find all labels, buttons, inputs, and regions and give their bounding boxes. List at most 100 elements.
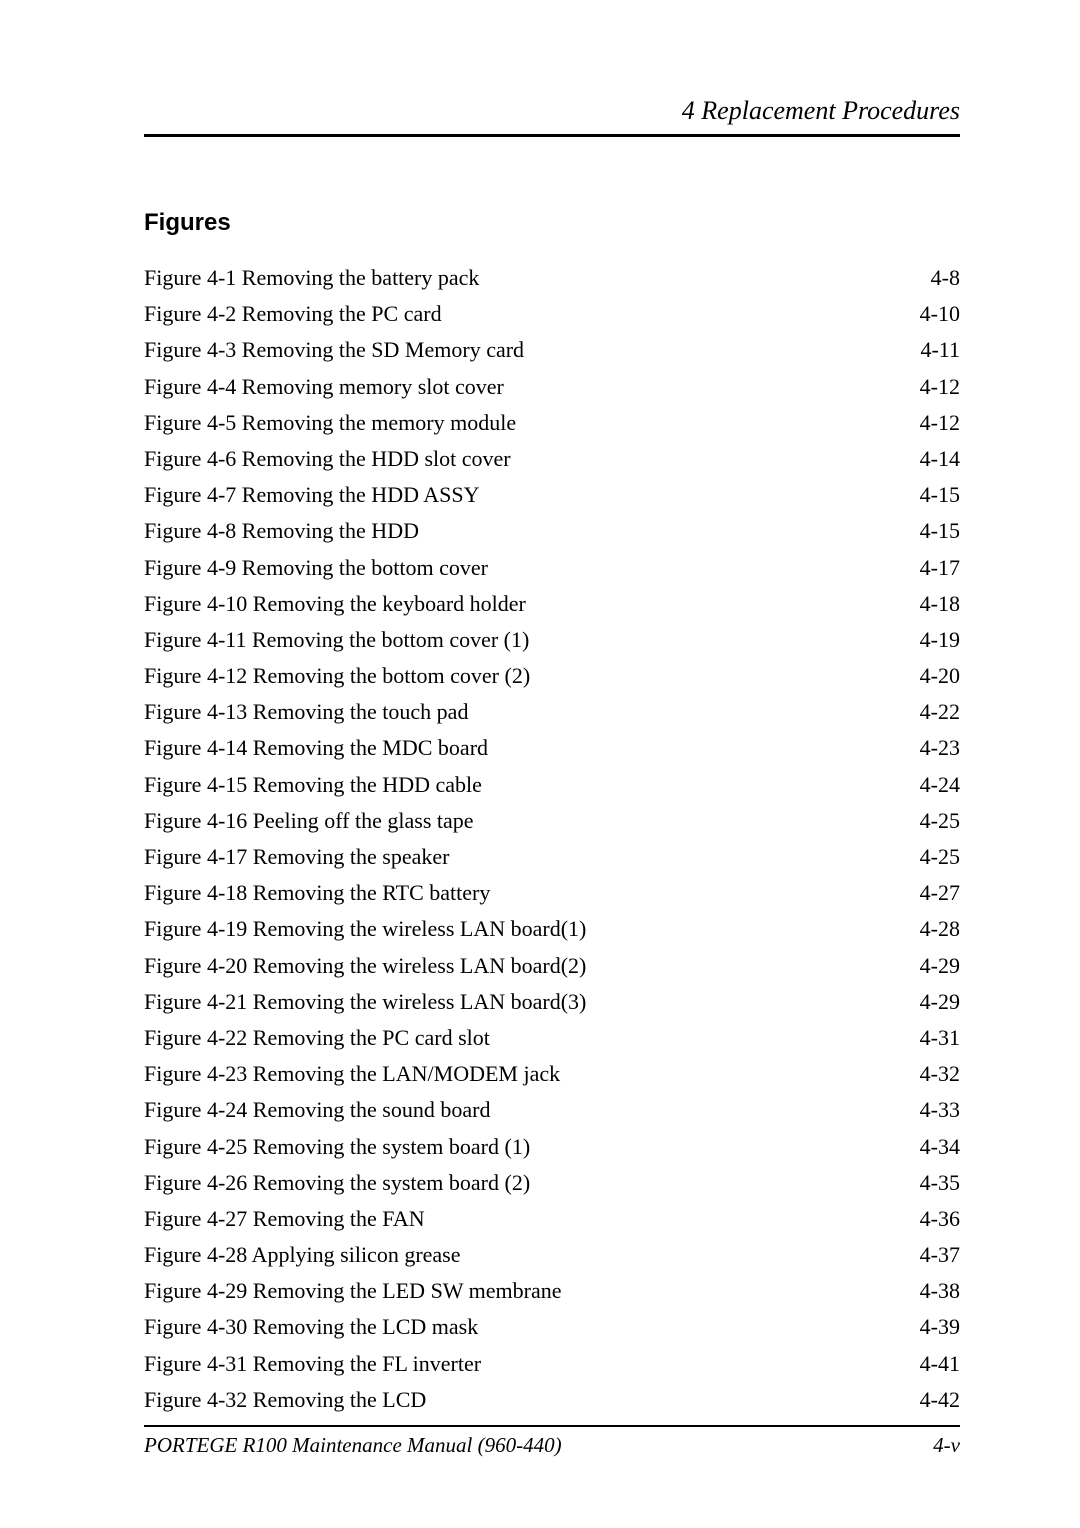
toc-label: Figure 4-32 Removing the LCD [144, 1387, 426, 1413]
toc-page: 4-20 [916, 663, 960, 689]
toc-row: Figure 4-26 Removing the system board (2… [144, 1170, 960, 1196]
toc-row: Figure 4-5 Removing the memory module 4-… [144, 410, 960, 436]
toc-page: 4-35 [916, 1170, 960, 1196]
toc-page: 4-12 [916, 410, 960, 436]
toc-page: 4-14 [916, 446, 960, 472]
toc-label: Figure 4-7 Removing the HDD ASSY [144, 482, 480, 508]
toc-label: Figure 4-21 Removing the wireless LAN bo… [144, 989, 586, 1015]
toc-row: Figure 4-23 Removing the LAN/MODEM jack 4… [144, 1061, 960, 1087]
toc-page: 4-17 [916, 555, 960, 581]
toc-row: Figure 4-9 Removing the bottom cover 4-17 [144, 555, 960, 581]
toc-page: 4-11 [916, 337, 960, 363]
toc-row: Figure 4-30 Removing the LCD mask 4-39 [144, 1314, 960, 1340]
toc-page: 4-37 [916, 1242, 960, 1268]
toc-page: 4-25 [916, 844, 960, 870]
toc-page: 4-29 [916, 953, 960, 979]
toc-label: Figure 4-22 Removing the PC card slot [144, 1025, 490, 1051]
toc-page: 4-38 [916, 1278, 960, 1304]
toc-label: Figure 4-30 Removing the LCD mask [144, 1314, 478, 1340]
toc-page: 4-23 [916, 735, 960, 761]
toc-label: Figure 4-8 Removing the HDD [144, 518, 419, 544]
toc-row: Figure 4-7 Removing the HDD ASSY 4-15 [144, 482, 960, 508]
toc-label: Figure 4-14 Removing the MDC board [144, 735, 488, 761]
toc-row: Figure 4-2 Removing the PC card 4-10 [144, 301, 960, 327]
toc-label: Figure 4-27 Removing the FAN [144, 1206, 425, 1232]
toc-page: 4-34 [916, 1134, 960, 1160]
toc-row: Figure 4-12 Removing the bottom cover (2… [144, 663, 960, 689]
toc-page: 4-41 [916, 1351, 960, 1377]
page: 4 Replacement Procedures Figures Figure … [0, 0, 1080, 1528]
toc-row: Figure 4-18 Removing the RTC battery 4-27 [144, 880, 960, 906]
toc-label: Figure 4-31 Removing the FL inverter [144, 1351, 481, 1377]
toc-row: Figure 4-21 Removing the wireless LAN bo… [144, 989, 960, 1015]
toc-row: Figure 4-15 Removing the HDD cable 4-24 [144, 772, 960, 798]
toc-page: 4-24 [916, 772, 960, 798]
toc-row: Figure 4-1 Removing the battery pack 4-8 [144, 265, 960, 291]
toc-row: Figure 4-20 Removing the wireless LAN bo… [144, 953, 960, 979]
toc-label: Figure 4-2 Removing the PC card [144, 301, 442, 327]
toc-label: Figure 4-24 Removing the sound board [144, 1097, 490, 1123]
page-footer: PORTEGE R100 Maintenance Manual (960-440… [144, 1425, 960, 1458]
toc-page: 4-29 [916, 989, 960, 1015]
toc-page: 4-36 [916, 1206, 960, 1232]
toc-row: Figure 4-10 Removing the keyboard holder… [144, 591, 960, 617]
toc-row: Figure 4-4 Removing memory slot cover 4-… [144, 374, 960, 400]
toc-row: Figure 4-6 Removing the HDD slot cover 4-… [144, 446, 960, 472]
toc-label: Figure 4-11 Removing the bottom cover (1… [144, 627, 529, 653]
toc-row: Figure 4-13 Removing the touch pad 4-22 [144, 699, 960, 725]
toc-row: Figure 4-16 Peeling off the glass tape 4-… [144, 808, 960, 834]
toc-row: Figure 4-8 Removing the HDD 4-15 [144, 518, 960, 544]
toc-row: Figure 4-17 Removing the speaker 4-25 [144, 844, 960, 870]
toc-label: Figure 4-23 Removing the LAN/MODEM jack [144, 1061, 560, 1087]
toc-label: Figure 4-3 Removing the SD Memory card [144, 337, 524, 363]
toc-page: 4-27 [916, 880, 960, 906]
toc-label: Figure 4-15 Removing the HDD cable [144, 772, 482, 798]
toc-label: Figure 4-5 Removing the memory module [144, 410, 516, 436]
toc-row: Figure 4-19 Removing the wireless LAN bo… [144, 916, 960, 942]
toc-label: Figure 4-10 Removing the keyboard holder [144, 591, 526, 617]
toc-page: 4-25 [916, 808, 960, 834]
toc-label: Figure 4-18 Removing the RTC battery [144, 880, 490, 906]
toc-row: Figure 4-22 Removing the PC card slot4-3… [144, 1025, 960, 1051]
toc-page: 4-33 [916, 1097, 960, 1123]
toc-page: 4-15 [916, 518, 960, 544]
toc-page: 4-32 [916, 1061, 960, 1087]
footer-right: 4-v [933, 1433, 960, 1458]
toc-label: Figure 4-4 Removing memory slot cover [144, 374, 504, 400]
toc-row: Figure 4-25 Removing the system board (1… [144, 1134, 960, 1160]
toc-row: Figure 4-28 Applying silicon grease 4-37 [144, 1242, 960, 1268]
toc-label: Figure 4-12 Removing the bottom cover (2… [144, 663, 530, 689]
toc-label: Figure 4-28 Applying silicon grease [144, 1242, 461, 1268]
toc-row: Figure 4-27 Removing the FAN 4-36 [144, 1206, 960, 1232]
figures-heading: Figures [144, 209, 960, 237]
toc-label: Figure 4-1 Removing the battery pack [144, 265, 479, 291]
toc-label: Figure 4-29 Removing the LED SW membrane [144, 1278, 562, 1304]
toc-label: Figure 4-26 Removing the system board (2… [144, 1170, 530, 1196]
toc-row: Figure 4-31 Removing the FL inverter 4-41 [144, 1351, 960, 1377]
toc-row: Figure 4-11 Removing the bottom cover (1… [144, 627, 960, 653]
toc-label: Figure 4-17 Removing the speaker [144, 844, 450, 870]
toc-label: Figure 4-9 Removing the bottom cover [144, 555, 488, 581]
toc-row: Figure 4-32 Removing the LCD 4-42 [144, 1387, 960, 1413]
toc-page: 4-19 [916, 627, 960, 653]
header-title: 4 Replacement Procedures [682, 96, 960, 125]
toc-label: Figure 4-25 Removing the system board (1… [144, 1134, 530, 1160]
toc-page: 4-28 [916, 916, 960, 942]
toc-label: Figure 4-19 Removing the wireless LAN bo… [144, 916, 586, 942]
toc-page: 4-42 [916, 1387, 960, 1413]
toc-page: 4-15 [916, 482, 960, 508]
toc-page: 4-22 [916, 699, 960, 725]
toc-row: Figure 4-14 Removing the MDC board 4-23 [144, 735, 960, 761]
toc-page: 4-8 [927, 265, 960, 291]
toc-row: Figure 4-24 Removing the sound board 4-33 [144, 1097, 960, 1123]
toc-row: Figure 4-3 Removing the SD Memory card 4-… [144, 337, 960, 363]
toc-page: 4-10 [916, 301, 960, 327]
footer-left: PORTEGE R100 Maintenance Manual (960-440… [144, 1433, 562, 1458]
toc-label: Figure 4-13 Removing the touch pad [144, 699, 468, 725]
page-header: 4 Replacement Procedures [144, 96, 960, 137]
toc-row: Figure 4-29 Removing the LED SW membrane… [144, 1278, 960, 1304]
toc-label: Figure 4-6 Removing the HDD slot cover [144, 446, 511, 472]
toc-page: 4-39 [916, 1314, 960, 1340]
toc-page: 4-12 [916, 374, 960, 400]
toc-label: Figure 4-16 Peeling off the glass tape [144, 808, 474, 834]
